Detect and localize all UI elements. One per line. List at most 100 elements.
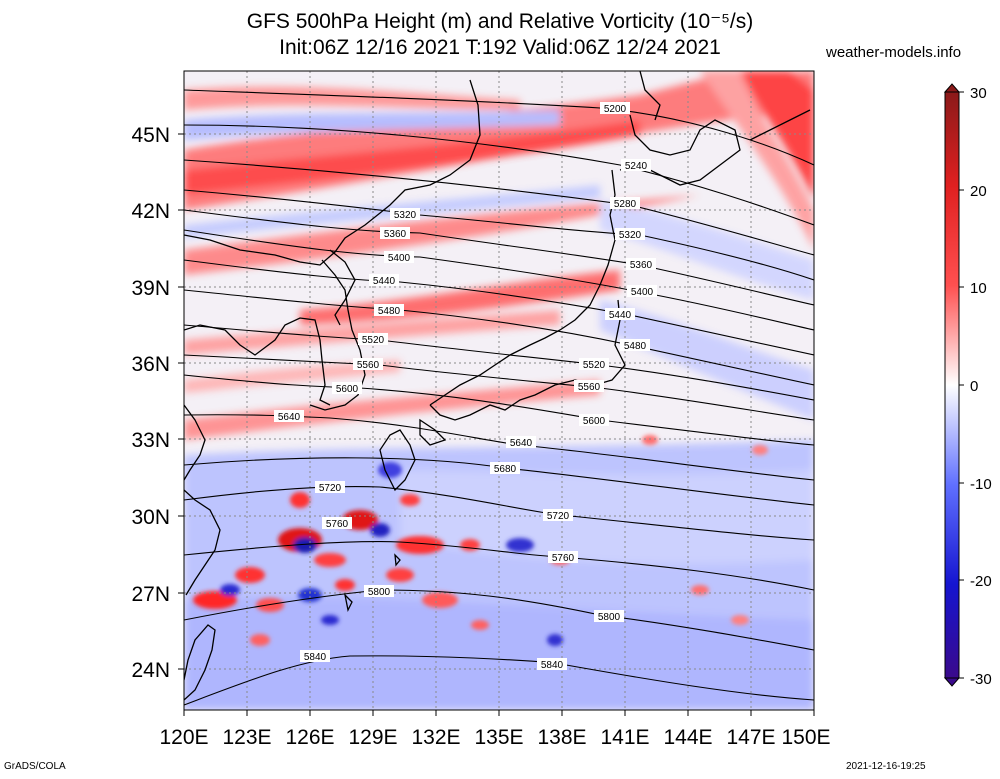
y-tick-label: 36N bbox=[131, 353, 170, 376]
coastlines bbox=[184, 71, 811, 701]
colorbar-label: 20 bbox=[970, 183, 987, 200]
svg-text:5600: 5600 bbox=[336, 384, 359, 395]
svg-text:5440: 5440 bbox=[609, 310, 632, 321]
svg-text:5320: 5320 bbox=[619, 230, 642, 241]
contour-label: 5840 bbox=[300, 650, 330, 663]
svg-text:5840: 5840 bbox=[541, 660, 564, 671]
x-tick-label: 138E bbox=[537, 726, 586, 749]
svg-text:5360: 5360 bbox=[384, 229, 407, 240]
footer-credit: GrADS/COLA bbox=[4, 761, 66, 772]
colorbar-min-arrow bbox=[943, 677, 961, 687]
svg-text:5480: 5480 bbox=[624, 341, 647, 352]
contour-label: 5800 bbox=[594, 610, 624, 623]
svg-text:5400: 5400 bbox=[631, 287, 654, 298]
contour-label: 5600 bbox=[579, 414, 609, 427]
colorbar-label: 10 bbox=[970, 280, 987, 297]
colorbar: 30 20 10 0 -10 -20 -30 bbox=[943, 83, 992, 688]
svg-text:5560: 5560 bbox=[357, 360, 380, 371]
contour-label: 5440 bbox=[369, 274, 399, 287]
svg-text:5520: 5520 bbox=[362, 335, 385, 346]
contour-label: 5320 bbox=[390, 208, 420, 221]
contour-labels: 5200 5240 5280 5320 5320 5360 5360 5400 … bbox=[274, 102, 657, 671]
svg-text:5680: 5680 bbox=[494, 464, 517, 475]
svg-text:5600: 5600 bbox=[583, 416, 606, 427]
colorbar-max-arrow bbox=[943, 83, 961, 93]
contour-label: 5760 bbox=[548, 551, 578, 564]
svg-text:5640: 5640 bbox=[278, 412, 301, 423]
colorbar-label: -10 bbox=[970, 476, 992, 493]
svg-text:5560: 5560 bbox=[578, 382, 601, 393]
contour-label: 5480 bbox=[374, 304, 404, 317]
contour-label: 5600 bbox=[332, 382, 362, 395]
svg-text:5520: 5520 bbox=[583, 360, 606, 371]
svg-text:5640: 5640 bbox=[510, 438, 533, 449]
contour-label: 5560 bbox=[353, 358, 383, 371]
contour-label: 5400 bbox=[627, 285, 657, 298]
y-axis: 24N 27N 30N 33N 36N 39N 42N 45N bbox=[131, 124, 170, 682]
contour-label: 5240 bbox=[621, 159, 651, 172]
y-tick-label: 24N bbox=[131, 659, 170, 682]
x-tick-label: 141E bbox=[600, 726, 649, 749]
svg-text:5840: 5840 bbox=[304, 652, 327, 663]
contour-label: 5640 bbox=[506, 436, 536, 449]
x-tick-label: 150E bbox=[781, 726, 830, 749]
y-tick-label: 39N bbox=[131, 277, 170, 300]
axis-ticks bbox=[178, 133, 815, 716]
y-tick-label: 27N bbox=[131, 583, 170, 606]
svg-text:5760: 5760 bbox=[326, 519, 349, 530]
x-tick-label: 129E bbox=[348, 726, 397, 749]
contour-label: 5360 bbox=[626, 258, 656, 271]
svg-text:5480: 5480 bbox=[378, 306, 401, 317]
x-tick-label: 147E bbox=[726, 726, 775, 749]
contour-label: 5680 bbox=[490, 462, 520, 475]
svg-text:5440: 5440 bbox=[373, 276, 396, 287]
colorbar-label: -30 bbox=[970, 671, 992, 688]
x-tick-label: 132E bbox=[411, 726, 460, 749]
y-tick-label: 42N bbox=[131, 200, 170, 223]
x-tick-label: 120E bbox=[159, 726, 208, 749]
svg-text:5760: 5760 bbox=[552, 553, 575, 564]
vorticity-field: 5200 5240 5280 5320 5320 5360 5360 5400 … bbox=[184, 71, 814, 710]
svg-text:5400: 5400 bbox=[388, 253, 411, 264]
svg-text:5280: 5280 bbox=[614, 199, 637, 210]
svg-text:5320: 5320 bbox=[394, 210, 417, 221]
contour-label: 5800 bbox=[364, 585, 394, 598]
x-tick-label: 123E bbox=[222, 726, 271, 749]
contour-label: 5720 bbox=[315, 481, 345, 494]
contour-label: 5480 bbox=[620, 339, 650, 352]
x-axis: 120E 123E 126E 129E 132E 135E 138E 141E … bbox=[159, 726, 830, 749]
svg-text:5200: 5200 bbox=[604, 104, 627, 115]
y-tick-label: 30N bbox=[131, 506, 170, 529]
colorbar-label: 0 bbox=[970, 378, 978, 395]
contour-label: 5400 bbox=[384, 251, 414, 264]
contour-label: 5200 bbox=[600, 102, 630, 115]
contour-label: 5280 bbox=[610, 197, 640, 210]
contour-label: 5320 bbox=[615, 228, 645, 241]
map-title: GFS 500hPa Height (m) and Relative Vorti… bbox=[246, 10, 754, 33]
svg-text:5800: 5800 bbox=[368, 587, 391, 598]
y-tick-label: 33N bbox=[131, 429, 170, 452]
contour-label: 5720 bbox=[543, 509, 573, 522]
contour-label: 5360 bbox=[380, 227, 410, 240]
x-tick-label: 144E bbox=[663, 726, 712, 749]
svg-text:5360: 5360 bbox=[630, 260, 653, 271]
colorbar-label: -20 bbox=[970, 573, 992, 590]
contour-label: 5520 bbox=[358, 333, 388, 346]
contour-label: 5640 bbox=[274, 410, 304, 423]
contour-label: 5840 bbox=[537, 658, 567, 671]
map-subtitle: Init:06Z 12/16 2021 T:192 Valid:06Z 12/2… bbox=[279, 36, 721, 59]
svg-text:5720: 5720 bbox=[319, 483, 342, 494]
contour-label: 5560 bbox=[574, 380, 604, 393]
contour-label: 5520 bbox=[579, 358, 609, 371]
svg-text:5800: 5800 bbox=[598, 612, 621, 623]
x-tick-label: 135E bbox=[474, 726, 523, 749]
site-label: weather-models.info bbox=[826, 44, 962, 61]
contour-label: 5440 bbox=[605, 308, 635, 321]
svg-text:5240: 5240 bbox=[625, 161, 648, 172]
contour-label: 5760 bbox=[322, 517, 352, 530]
footer-timestamp: 2021-12-16-19:25 bbox=[846, 761, 926, 772]
y-tick-label: 45N bbox=[131, 124, 170, 147]
colorbar-bar bbox=[944, 91, 960, 679]
graticule bbox=[184, 71, 814, 710]
